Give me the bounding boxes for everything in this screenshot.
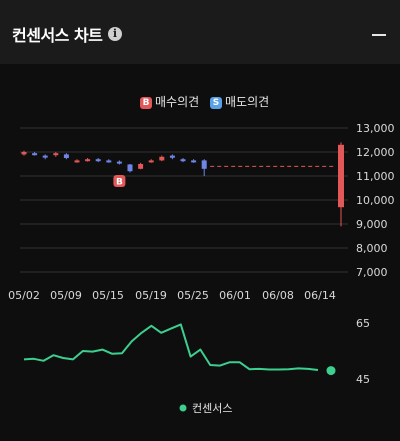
legend-buy[interactable]: B 매수의견 — [140, 95, 199, 109]
minimize-icon[interactable] — [372, 34, 386, 36]
page-title: 컨센서스 차트 — [12, 26, 103, 45]
chart-panel — [0, 64, 400, 441]
sell-badge-icon: S — [210, 96, 222, 109]
buy-badge-icon: B — [140, 96, 152, 109]
widget-header: 컨센서스 차트 i — [0, 0, 400, 64]
legend-sell[interactable]: S 매도의견 — [210, 95, 269, 109]
info-icon[interactable]: i — [108, 27, 122, 41]
legend-sell-label: 매도의견 — [225, 95, 270, 109]
legend-buy-label: 매수의견 — [155, 95, 200, 109]
